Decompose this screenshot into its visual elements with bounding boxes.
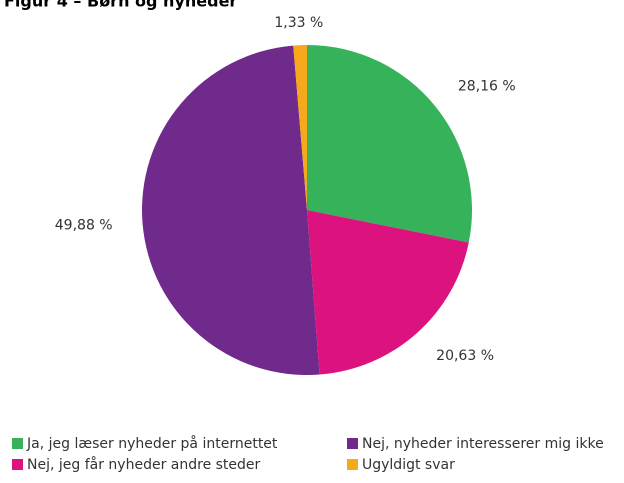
pie-slice	[307, 210, 469, 375]
legend-swatch	[347, 459, 358, 470]
legend-swatch	[12, 459, 23, 470]
data-label: 49,88 %	[55, 218, 113, 234]
legend-label: Nej, nyheder interesserer mig ikke	[362, 436, 604, 452]
data-label: 28,16 %	[458, 78, 516, 94]
pie-slice	[142, 45, 320, 375]
legend-label: Ugyldigt svar	[362, 457, 455, 473]
legend-swatch	[347, 438, 358, 449]
legend-label: Nej, jeg får nyheder andre steder	[27, 456, 261, 473]
data-label: 20,63 %	[436, 348, 494, 364]
legend-swatch	[12, 438, 23, 449]
data-label: 1,33 %	[274, 15, 323, 31]
legend-label: Ja, jeg læser nyheder på internettet	[26, 435, 278, 452]
pie-slice	[307, 45, 472, 243]
chart-title: Figur 4 – Børn og nyheder	[4, 0, 237, 11]
pie-slice	[293, 45, 307, 210]
